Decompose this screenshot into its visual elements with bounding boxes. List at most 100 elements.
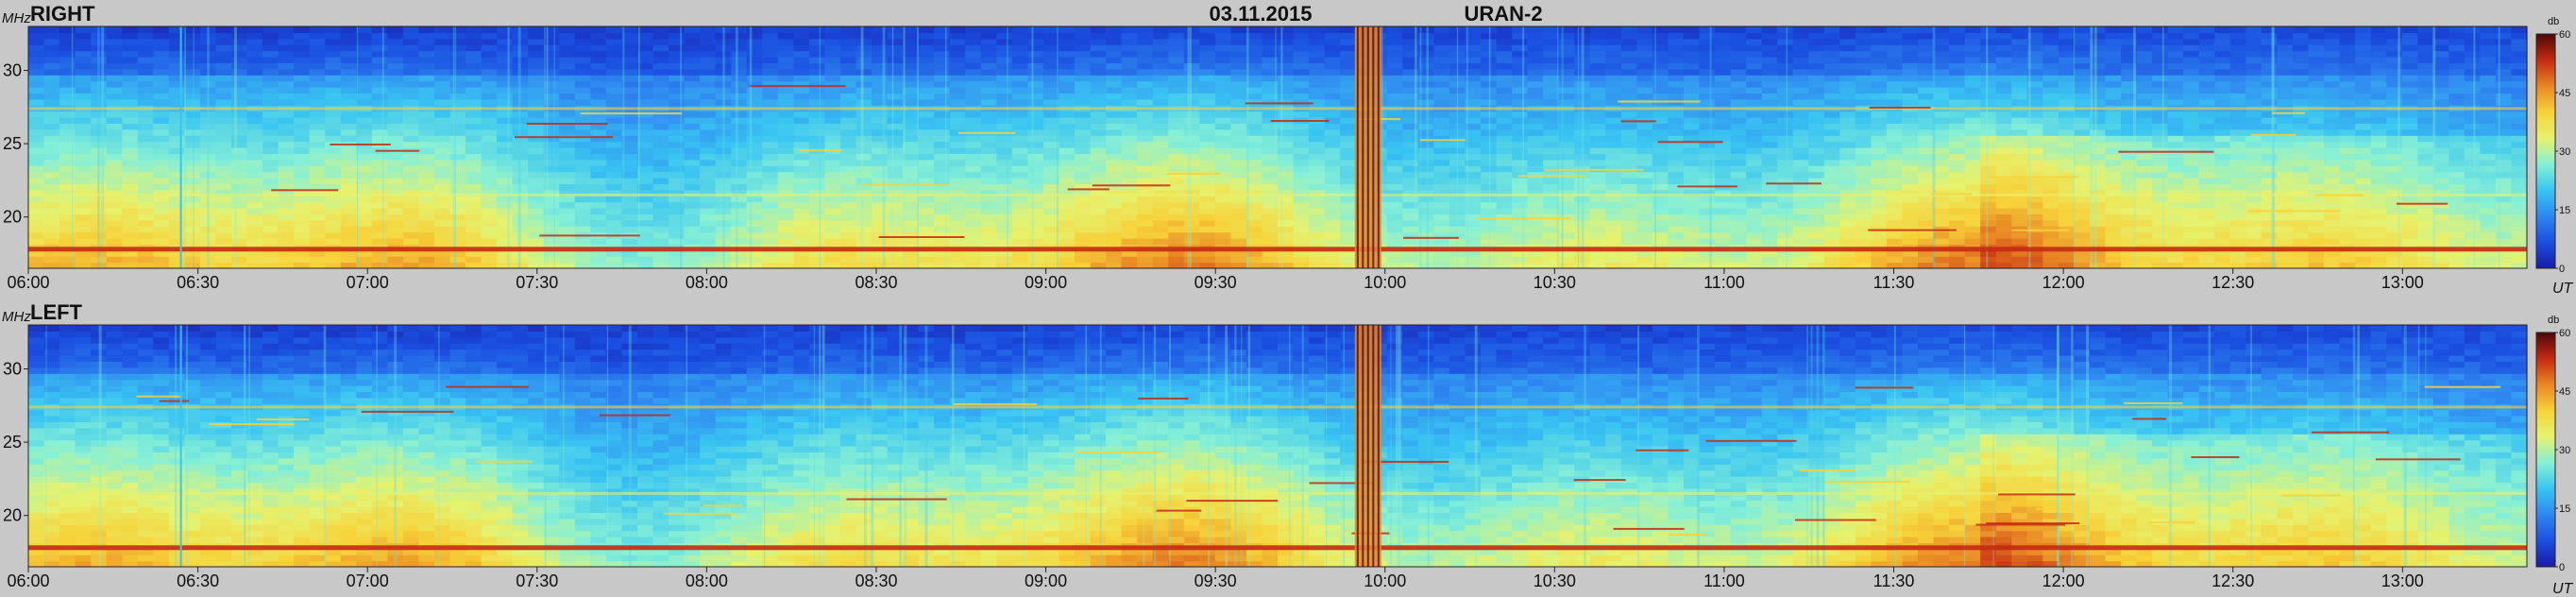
heat-cell: [1137, 123, 1154, 130]
heat-cell: [402, 196, 420, 203]
heat-cell: [263, 32, 280, 40]
heat-cell: [528, 32, 545, 40]
heat-cell: [1808, 178, 1825, 184]
heat-cell: [918, 111, 935, 118]
heat-cell: [1199, 178, 1216, 184]
heat-cell: [700, 159, 717, 166]
heat-cell: [1075, 93, 1092, 100]
heat-cell: [1480, 256, 1498, 264]
heat-cell: [1902, 75, 1919, 82]
heat-cell: [1605, 153, 1622, 161]
heat-cell: [731, 208, 748, 214]
heat-cell: [1605, 147, 1622, 154]
heat-cell: [996, 44, 1013, 52]
heat-cell: [1902, 98, 1919, 106]
heat-cell: [512, 249, 529, 257]
heat-cell: [1683, 128, 1701, 136]
heat-cell: [856, 38, 873, 45]
heat-cell: [777, 26, 794, 33]
heat-cell: [1137, 262, 1154, 269]
heat-cell: [402, 183, 420, 191]
heat-cell: [497, 147, 514, 154]
heat-cell: [1777, 75, 1794, 82]
heat-cell: [1777, 238, 1794, 245]
heat-cell: [1496, 87, 1513, 94]
heat-cell: [1042, 80, 1060, 88]
heat-cell: [75, 135, 92, 143]
heat-cell: [1964, 189, 1981, 196]
heat-cell: [1027, 208, 1044, 214]
heat-cell: [1075, 80, 1092, 88]
heat-cell: [278, 128, 295, 136]
heat-cell: [1480, 226, 1498, 233]
heat-cell: [481, 165, 498, 173]
heat-cell: [887, 238, 904, 245]
heat-cell: [1605, 128, 1622, 136]
heat-cell: [1152, 98, 1169, 106]
heat-cell: [1589, 80, 1606, 88]
heat-cell: [1090, 141, 1107, 148]
heat-cell: [1668, 117, 1685, 124]
heat-cell: [433, 196, 451, 203]
heat-cell: [1027, 189, 1044, 196]
heat-cell: [903, 153, 920, 161]
heat-cell: [215, 123, 232, 130]
heat-cell: [528, 111, 545, 118]
heat-cell: [1417, 32, 1434, 40]
heat-cell: [137, 238, 154, 245]
heat-cell: [1636, 201, 1653, 209]
heat-cell: [746, 93, 763, 100]
heat-cell: [75, 219, 92, 227]
heat-cell: [700, 262, 717, 269]
heat-cell: [1808, 135, 1825, 143]
heat-cell: [621, 32, 638, 40]
heat-cell: [903, 57, 920, 63]
heat-cell: [137, 189, 154, 196]
heat-cell: [1746, 219, 1763, 227]
heat-cell: [777, 249, 794, 257]
heat-cell: [512, 93, 529, 100]
heat-cell: [1683, 159, 1701, 166]
heat-cell: [731, 249, 748, 257]
heat-cell: [1715, 38, 1732, 45]
heat-cell: [1792, 117, 1809, 124]
heat-cell: [621, 75, 638, 82]
heat-cell: [1449, 87, 1466, 94]
heat-cell: [1683, 226, 1701, 233]
heat-cell: [309, 50, 326, 58]
heat-cell: [559, 213, 576, 221]
heat-cell: [1730, 44, 1747, 52]
heat-cell: [153, 219, 170, 227]
heat-cell: [1262, 147, 1279, 154]
heat-cell: [1293, 93, 1310, 100]
heat-cell: [340, 57, 357, 63]
heat-cell: [1480, 159, 1498, 166]
heat-cell: [1589, 256, 1606, 264]
heat-cell: [605, 87, 623, 94]
heat-cell: [449, 57, 466, 63]
heat-cell: [934, 26, 951, 33]
heat-cell: [887, 256, 904, 264]
heat-cell: [263, 231, 280, 239]
heat-cell: [1761, 117, 1778, 124]
heat-cell: [731, 98, 748, 106]
heat-cell: [199, 196, 217, 203]
heat-cell: [137, 135, 154, 143]
heat-cell: [996, 201, 1013, 209]
heat-cell: [106, 165, 123, 173]
heat-cell: [199, 249, 217, 257]
heat-cell: [402, 201, 420, 209]
heat-cell: [1137, 128, 1154, 136]
heat-cell: [1417, 26, 1434, 33]
heat-cell: [934, 196, 951, 203]
heat-cell: [153, 201, 170, 209]
heat-cell: [1324, 256, 1341, 264]
heat-cell: [433, 178, 451, 184]
heat-cell: [1808, 153, 1825, 161]
heat-cell: [1059, 201, 1076, 209]
heat-cell: [91, 249, 108, 257]
heat-cell: [215, 32, 232, 40]
heat-cell: [153, 80, 170, 88]
heat-cell: [949, 196, 966, 203]
heat-cell: [1324, 68, 1341, 76]
